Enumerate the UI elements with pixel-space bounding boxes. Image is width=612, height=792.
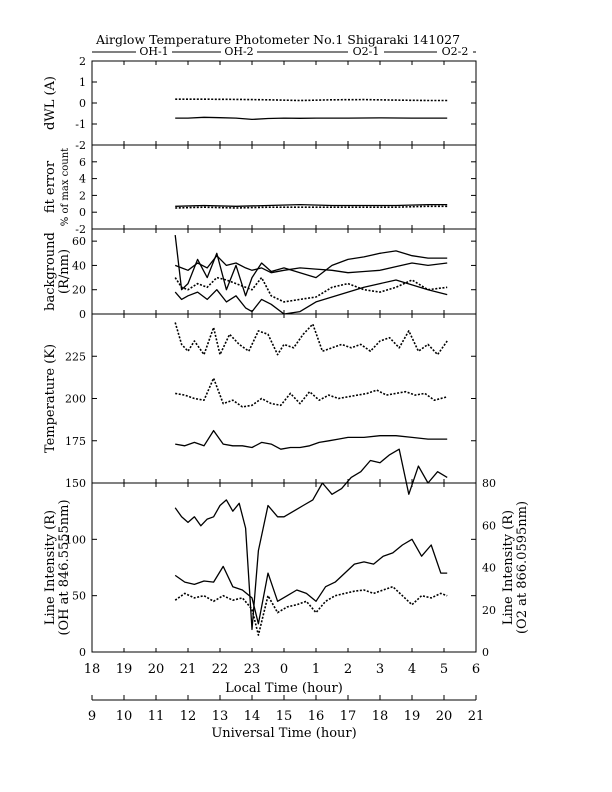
x-tick-label-ut: 13: [212, 709, 229, 724]
y-tick-label: 0: [79, 646, 86, 659]
y-tick-label: 20: [72, 284, 86, 297]
y-axis-label: background: [43, 232, 58, 311]
series-line-dwl-1: [175, 98, 448, 102]
y-right-tick-label: 60: [482, 519, 496, 532]
x-tick-label-ut: 17: [340, 709, 357, 724]
series-line-temperature-2: [175, 377, 448, 408]
x-tick-label-ut: 18: [372, 709, 389, 724]
filter-label: O2-1: [353, 45, 380, 58]
y-tick-label: 225: [65, 350, 86, 363]
plot-frame-fit_error: [91, 144, 477, 230]
y-tick-label: 6: [79, 156, 86, 169]
filter-label-bg: [437, 47, 473, 56]
x-tick-label-local: 4: [408, 662, 416, 677]
x-tick-label-local: 3: [376, 662, 384, 677]
filter-label: O2-2: [442, 45, 469, 58]
plot-frame-dwl: [91, 60, 477, 146]
y-axis-label: Temperature (K): [43, 344, 58, 453]
y-tick-label: 50: [72, 590, 86, 603]
series-line-temperature-3: [175, 429, 448, 450]
x-tick-label-ut: 14: [244, 709, 261, 724]
y-right-axis-label-2: (O2 at 866.0595nm): [515, 501, 530, 634]
series-line-intensity-1: [174, 448, 448, 631]
series-line-fit_error-2: [175, 205, 448, 209]
series-line-intensity-2: [174, 538, 448, 625]
x-tick-label-local: 18: [84, 662, 101, 677]
x-tick-label-ut: 10: [116, 709, 133, 724]
series-line-temperature-1: [174, 322, 448, 356]
x-tick-label-local: 19: [116, 662, 133, 677]
y-tick-label: -1: [75, 118, 86, 131]
y-axis-label-2: % of max count: [60, 148, 71, 226]
y-tick-label: 1: [79, 76, 86, 89]
series-line-dwl-2: [175, 116, 448, 121]
y-tick-label: 60: [72, 235, 86, 248]
x-tick-label-ut: 19: [404, 709, 421, 724]
y-tick-label: 0: [79, 97, 86, 110]
x-tick-label-local: 6: [472, 662, 480, 677]
y-tick-label: -2: [75, 139, 86, 152]
y-right-tick-label: 0: [482, 646, 489, 659]
y-tick-label: 0: [79, 206, 86, 219]
filter-label-bg: [221, 47, 257, 56]
x-tick-label-local: 23: [244, 662, 261, 677]
series-line-background-1: [174, 255, 448, 274]
x-tick-label-ut: 9: [88, 709, 96, 724]
y-tick-label: 4: [79, 173, 86, 186]
x-tick-label-ut: 15: [276, 709, 293, 724]
y-tick-label: 200: [65, 393, 86, 406]
x-tick-label-local: 22: [212, 662, 229, 677]
y-axis-label-2: (OH at 846.5555nm): [57, 499, 72, 635]
y-axis-label-2: (R/nm): [57, 249, 72, 294]
x-tick-label-ut: 20: [436, 709, 453, 724]
filter-label-bg: [348, 47, 384, 56]
x-tick-label-ut: 21: [468, 709, 485, 724]
x-tick-label-local: 21: [180, 662, 197, 677]
x-axis-label-ut: Universal Time (hour): [211, 726, 356, 741]
y-tick-label: 150: [65, 477, 86, 490]
x-tick-label-local: 0: [280, 662, 288, 677]
plot-frame-temperature: [91, 313, 477, 484]
y-tick-label: 2: [79, 189, 86, 202]
series-line-background-3: [174, 276, 448, 303]
y-axis-label: dWL (A): [43, 76, 58, 130]
y-tick-label: 0: [79, 308, 86, 321]
plot-frame-intensity: [91, 482, 477, 653]
y-tick-label: 100: [65, 533, 86, 546]
series-line-fit_error-1: [175, 203, 448, 207]
x-tick-label-ut: 12: [180, 709, 197, 724]
y-tick-label: 2: [79, 55, 86, 68]
y-right-tick-label: 40: [482, 562, 496, 575]
y-tick-label: -2: [75, 223, 86, 236]
x-tick-label-ut: 11: [148, 709, 165, 724]
y-right-tick-label: 20: [482, 604, 496, 617]
series-line-background-4: [174, 279, 448, 315]
x-tick-label-ut: 16: [308, 709, 325, 724]
series-line-intensity-3: [174, 585, 448, 636]
y-right-axis-label: Line Intensity (R): [501, 510, 516, 625]
y-tick-label: 40: [72, 259, 86, 272]
filter-label-bg: [136, 47, 172, 56]
x-tick-label-local: 2: [344, 662, 352, 677]
x-tick-label-local: 5: [440, 662, 448, 677]
x-tick-label-local: 20: [148, 662, 165, 677]
chart-title: Airglow Temperature Photometer No.1 Shig…: [95, 32, 460, 47]
x-tick-label-local: 1: [312, 662, 320, 677]
y-axis-label: fit error: [43, 160, 58, 213]
filter-label: OH-2: [224, 45, 253, 58]
y-right-tick-label: 80: [482, 477, 496, 490]
filter-label: OH-1: [139, 45, 168, 58]
x-axis-label-local: Local Time (hour): [225, 681, 343, 696]
y-axis-label: Line Intensity (R): [43, 510, 58, 625]
y-tick-label: 175: [65, 435, 86, 448]
series-line-background-2: [174, 235, 448, 297]
